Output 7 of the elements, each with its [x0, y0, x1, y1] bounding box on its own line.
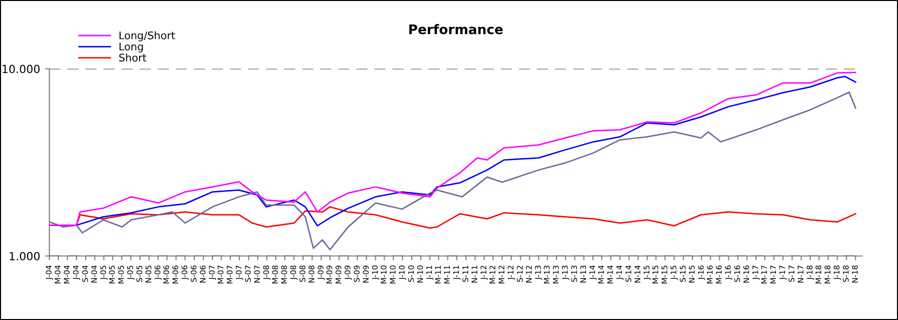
- legend-label: Long: [120, 42, 143, 52]
- line-series: [49, 91, 856, 250]
- legend-label: Short: [119, 54, 146, 62]
- legend-label: Long/Short: [120, 31, 175, 42]
- y-tick-label: 10.000: [2, 64, 40, 74]
- y-tick-label: 1.000: [10, 252, 40, 260]
- chart-title: Performance: [409, 24, 503, 34]
